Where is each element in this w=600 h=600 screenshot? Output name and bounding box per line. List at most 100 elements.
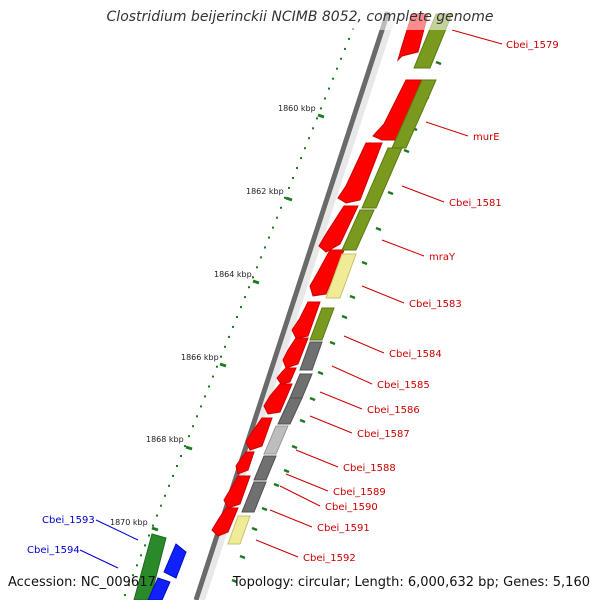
gene-label[interactable]: Cbei_1594 bbox=[27, 545, 80, 556]
outer-tick-dot bbox=[328, 87, 330, 90]
gene-cbei-1593-green[interactable] bbox=[133, 533, 167, 600]
gene-labels: Cbei_1579 murE Cbei_1581 mraY Cbei_1583 … bbox=[27, 40, 559, 564]
outer-tick-dot bbox=[208, 385, 210, 388]
kbp-label: 1862 kbp bbox=[246, 187, 284, 196]
kbp-major-tick bbox=[219, 362, 227, 368]
outer-tick-dot bbox=[176, 465, 178, 467]
accession-text: Accession: NC_009617 bbox=[8, 575, 156, 590]
outer-tick-dot bbox=[292, 177, 294, 179]
outer-tick-dot bbox=[136, 564, 138, 567]
title-fade bbox=[300, 0, 460, 30]
inner-tick bbox=[299, 418, 306, 424]
inner-tick bbox=[231, 578, 238, 584]
outer-tick-dot bbox=[272, 226, 274, 229]
gene-cbei-1593-blue[interactable] bbox=[163, 543, 187, 579]
inner-tick bbox=[309, 396, 316, 402]
outer-tick-dot bbox=[324, 97, 326, 100]
gene-label[interactable]: mraY bbox=[429, 252, 456, 263]
outer-tick-dot bbox=[220, 355, 222, 358]
outer-tick-dot bbox=[336, 67, 338, 70]
gene-lightgray-1587[interactable] bbox=[263, 425, 289, 455]
label-leader-lines bbox=[79, 29, 503, 569]
outer-tick-dot bbox=[212, 375, 214, 378]
outer-tick-dot bbox=[244, 296, 246, 299]
gene-gray-1586b[interactable] bbox=[277, 397, 303, 425]
kbp-label: 1860 kbp bbox=[278, 104, 316, 113]
gene-gray-1585[interactable] bbox=[299, 341, 323, 371]
gene-olive-mure[interactable] bbox=[391, 79, 437, 149]
outer-tick-dot bbox=[124, 594, 126, 597]
outer-tick-dot bbox=[252, 276, 254, 279]
inner-tick bbox=[361, 260, 368, 266]
inner-tick bbox=[261, 506, 268, 512]
outer-tick-dot bbox=[248, 286, 250, 289]
outer-tick-dot bbox=[232, 325, 234, 328]
outer-tick-dot bbox=[280, 206, 282, 209]
inner-tick bbox=[341, 314, 348, 320]
kbp-labels: 1860 kbp 1862 kbp 1864 kbp 1866 kbp 1868… bbox=[110, 104, 316, 527]
gene-label[interactable]: Cbei_1583 bbox=[409, 299, 462, 310]
gene-cbei-1594-blue[interactable] bbox=[147, 577, 171, 600]
inner-tick bbox=[375, 226, 382, 232]
gene-cbei-1587-arrow[interactable] bbox=[245, 417, 273, 451]
gene-label[interactable]: Cbei_1591 bbox=[317, 523, 370, 534]
inner-tick bbox=[283, 468, 290, 474]
kbp-label: 1866 kbp bbox=[181, 353, 219, 362]
gene-label[interactable]: Cbei_1588 bbox=[343, 463, 396, 474]
kbp-major-tick bbox=[285, 196, 293, 202]
gene-label[interactable]: Cbei_1579 bbox=[506, 40, 559, 51]
outer-tick-dot bbox=[160, 504, 162, 507]
gene-label[interactable]: Cbei_1590 bbox=[325, 502, 378, 513]
gene-label[interactable]: Cbei_1585 bbox=[377, 380, 430, 391]
gene-cbei-1586b-arrow[interactable] bbox=[263, 383, 293, 415]
gene-gray-1590[interactable] bbox=[241, 481, 267, 513]
gene-yellow-1583[interactable] bbox=[325, 253, 357, 299]
outer-tick-dot bbox=[296, 167, 298, 169]
outer-tick-dot bbox=[264, 246, 266, 249]
gene-gray-1586[interactable] bbox=[289, 373, 313, 399]
outer-tick-dot bbox=[204, 395, 206, 398]
gene-label[interactable]: Cbei_1581 bbox=[449, 198, 502, 209]
gene-label[interactable]: Cbei_1587 bbox=[357, 429, 410, 440]
gene-label[interactable]: Cbei_1589 bbox=[333, 487, 386, 498]
gene-yellow-1592[interactable] bbox=[227, 515, 251, 545]
outer-tick-dot bbox=[268, 236, 270, 239]
outer-tick-dot bbox=[304, 147, 306, 150]
inner-tick bbox=[291, 444, 298, 450]
inner-tick bbox=[273, 482, 280, 488]
outer-tick-dot bbox=[276, 216, 278, 219]
kbp-label: 1864 kbp bbox=[214, 270, 252, 279]
outer-tick-dot bbox=[256, 266, 258, 269]
outer-tick-dot bbox=[132, 574, 134, 577]
gene-cbei-1588-arrow[interactable] bbox=[235, 451, 255, 475]
outer-tick-dot bbox=[216, 365, 218, 368]
outer-tick-dot bbox=[340, 57, 342, 60]
outer-tick-dot bbox=[200, 405, 202, 408]
outer-tick-dot bbox=[260, 256, 262, 259]
gene-cbei-1591-arrow[interactable] bbox=[211, 507, 239, 537]
gene-label[interactable]: Cbei_1592 bbox=[303, 553, 356, 564]
outer-tick-dot bbox=[348, 37, 350, 40]
outer-tick-dot bbox=[332, 77, 334, 80]
inner-tick bbox=[251, 526, 258, 532]
outer-tick-dot bbox=[168, 484, 170, 487]
gene-cbei-1581-arrow[interactable] bbox=[337, 142, 383, 204]
gene-olive-mray[interactable] bbox=[341, 209, 375, 251]
outer-tick-dot bbox=[184, 445, 186, 448]
outer-tick-dot bbox=[300, 157, 302, 160]
gene-olive-1584[interactable] bbox=[309, 307, 335, 341]
gene-label[interactable]: Cbei_1586 bbox=[367, 405, 420, 416]
outer-tick-dot bbox=[148, 534, 150, 537]
outer-tick-dot bbox=[152, 524, 154, 527]
gene-label[interactable]: Cbei_1584 bbox=[389, 349, 442, 360]
gene-label[interactable]: murE bbox=[473, 132, 500, 143]
inner-tick bbox=[435, 60, 442, 66]
gene-label[interactable]: Cbei_1593 bbox=[42, 515, 95, 526]
gene-gray-1588[interactable] bbox=[253, 455, 277, 481]
gene-olive-1581[interactable] bbox=[361, 147, 403, 209]
outer-tick-dot bbox=[288, 186, 290, 189]
inner-tick bbox=[329, 340, 336, 346]
outer-tick-dot bbox=[320, 107, 322, 110]
gene-mray-arrow[interactable] bbox=[318, 205, 359, 253]
inner-tick bbox=[403, 148, 410, 154]
